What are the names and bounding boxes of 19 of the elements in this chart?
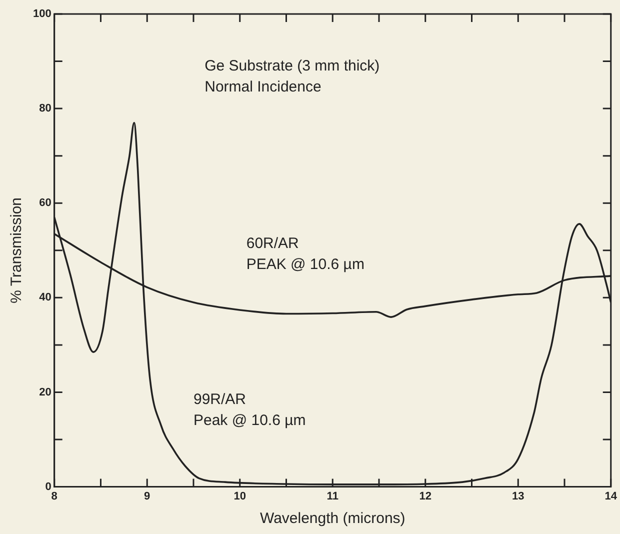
x-tick-label: 13 bbox=[512, 490, 524, 502]
x-tick-label: 12 bbox=[419, 490, 432, 502]
x-tick-label: 11 bbox=[326, 490, 338, 502]
x-tick-label: 9 bbox=[144, 490, 150, 502]
x-tick-label: 10 bbox=[234, 490, 246, 502]
annotation: Normal Incidence bbox=[204, 78, 322, 96]
y-tick-label: 40 bbox=[39, 292, 52, 304]
x-tick-label: 8 bbox=[51, 490, 58, 502]
y-tick-label: 80 bbox=[39, 102, 52, 115]
y-tick-label: 20 bbox=[39, 386, 52, 398]
series-label: 99R/AR Peak @ 10.6 µm bbox=[193, 390, 306, 429]
y-tick-label: 0 bbox=[45, 480, 52, 493]
y-axis-title: % Transmission bbox=[8, 197, 26, 304]
x-axis-title: Wavelength (microns) bbox=[260, 510, 406, 528]
text: 60R/AR PEAK @ 10.6 µm bbox=[246, 234, 364, 273]
y-tick-label: 60 bbox=[39, 197, 52, 210]
x-tick-label: 14 bbox=[604, 490, 618, 502]
y-tick-label: 100 bbox=[32, 8, 52, 20]
annotation: Ge Substrate (3 mm thick) bbox=[204, 58, 380, 75]
